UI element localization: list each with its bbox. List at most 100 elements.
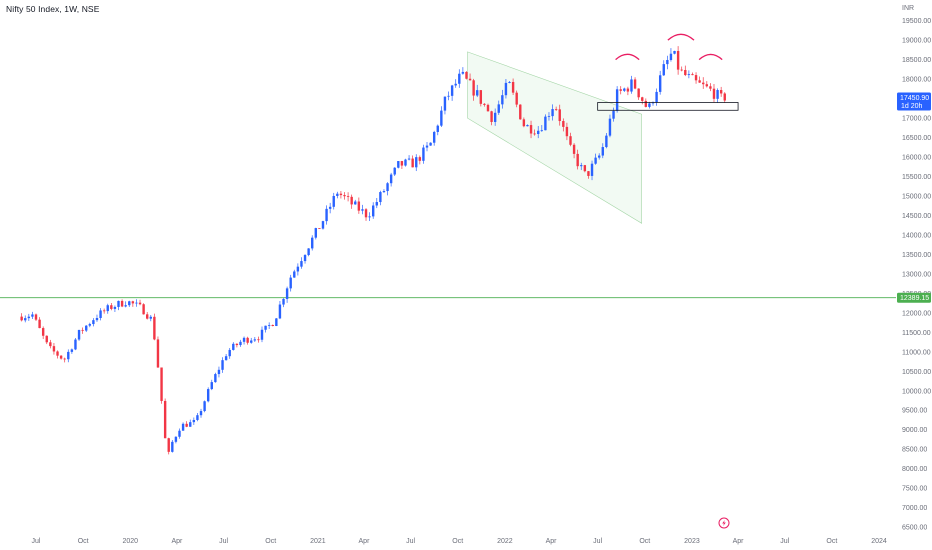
candle [138, 299, 142, 306]
y-tick-label: 7000.00 [902, 505, 927, 512]
candle [601, 143, 604, 159]
candle [235, 343, 239, 348]
candle [368, 212, 371, 221]
currency-label: INR [902, 5, 914, 12]
candle [658, 70, 662, 95]
candle [422, 144, 425, 164]
candle [662, 60, 665, 76]
candle [199, 408, 203, 418]
candle [278, 300, 282, 320]
candle [49, 339, 52, 349]
candle [156, 336, 160, 368]
support-box [597, 102, 739, 111]
candle [572, 143, 576, 159]
candle [160, 367, 163, 404]
candle [253, 336, 257, 342]
last-price-value: 17450.90 [900, 95, 929, 102]
candle [189, 419, 192, 427]
candle [411, 155, 414, 168]
candle [544, 114, 547, 131]
candle [479, 89, 483, 107]
candle [343, 192, 346, 200]
candle [637, 88, 640, 100]
x-tick-label: Oct [452, 538, 463, 545]
candle [400, 160, 404, 169]
candle [300, 257, 303, 269]
candle [149, 314, 152, 322]
candle [651, 101, 655, 106]
candle [250, 337, 253, 344]
candle [38, 317, 41, 329]
candle [641, 96, 644, 105]
y-tick-label: 16500.00 [902, 135, 931, 142]
y-tick-label: 10500.00 [902, 369, 931, 376]
shoulder-arc [698, 53, 723, 61]
x-tick-label: 2022 [497, 538, 513, 545]
x-tick-label: Jul [406, 538, 415, 545]
candle [709, 83, 712, 92]
candle [702, 77, 705, 89]
candle [486, 103, 490, 112]
x-tick-label: Apr [733, 538, 745, 545]
candle [389, 172, 393, 187]
candle [185, 421, 188, 428]
candle [468, 73, 472, 81]
candle [590, 160, 594, 181]
candle [303, 254, 307, 264]
candle [174, 436, 178, 444]
candle [217, 366, 221, 378]
candle [407, 155, 411, 161]
y-tick-label: 15000.00 [902, 193, 931, 200]
y-tick-label: 18500.00 [902, 57, 931, 64]
candle [619, 86, 622, 95]
candle [716, 88, 719, 103]
x-tick-label: 2023 [684, 538, 700, 545]
candle [425, 142, 429, 152]
y-tick-label: 17000.00 [902, 116, 931, 123]
candle [540, 125, 543, 132]
candle [397, 161, 400, 169]
candle [698, 76, 701, 83]
candle [178, 428, 181, 439]
candle [393, 167, 396, 177]
price-axis[interactable]: INR19500.0019000.0018500.0018000.0017500… [902, 5, 931, 532]
y-tick-label: 7500.00 [902, 486, 927, 493]
candle [88, 322, 92, 328]
candle [181, 422, 185, 431]
candle [605, 133, 608, 149]
candle [526, 124, 529, 127]
candle [354, 199, 357, 205]
x-tick-label: Apr [546, 538, 558, 545]
y-tick-label: 11500.00 [902, 330, 931, 337]
candle [676, 46, 680, 75]
candle [311, 235, 314, 251]
candle [24, 315, 27, 323]
candle [45, 335, 48, 345]
candle [386, 182, 389, 196]
candle [146, 312, 149, 320]
y-tick-label: 9500.00 [902, 408, 927, 415]
candle [562, 118, 565, 132]
candle [206, 387, 210, 403]
candle [264, 325, 267, 333]
candle [450, 84, 454, 101]
candle [318, 228, 321, 229]
shoulder-arc [667, 33, 695, 41]
candle [436, 124, 439, 136]
candle [669, 48, 673, 62]
candle [171, 439, 174, 453]
candle [214, 372, 217, 383]
candle [644, 98, 648, 108]
y-tick-label: 12000.00 [902, 310, 931, 317]
candle [705, 81, 709, 88]
candle [554, 106, 558, 111]
candle [364, 208, 368, 221]
candle [163, 398, 167, 439]
candle [52, 343, 56, 355]
y-tick-label: 19500.00 [902, 18, 931, 25]
candle [260, 326, 264, 343]
lightning-icon[interactable] [718, 517, 730, 529]
time-axis[interactable]: Jul Oct 2020 Apr Jul Oct 2021 Apr Jul Oct 2022 Apr J… [32, 538, 887, 545]
candle [228, 348, 231, 359]
